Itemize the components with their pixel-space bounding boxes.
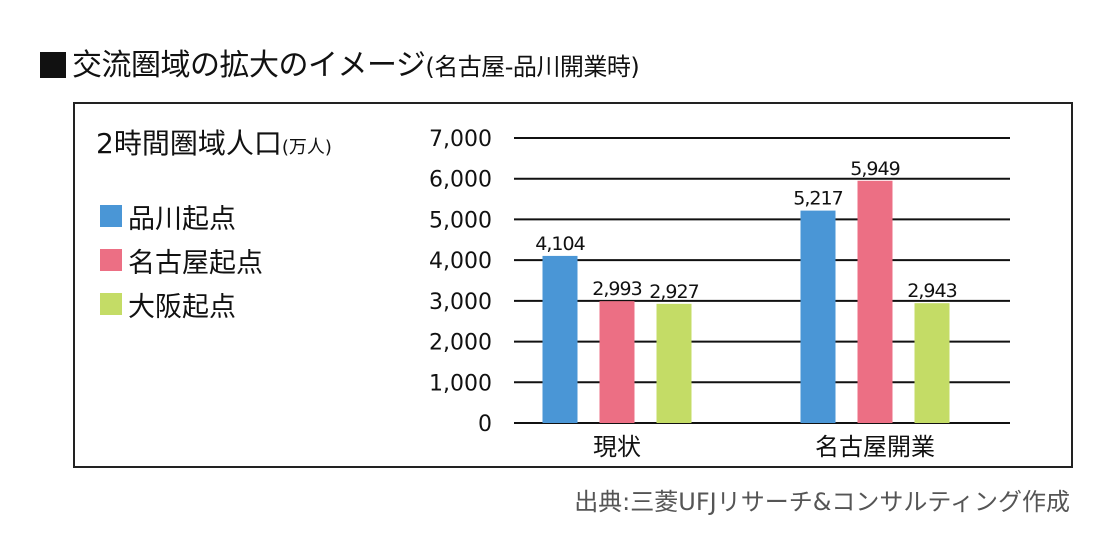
y-tick-label: 0 (478, 412, 492, 437)
legend-label-osaka: 大阪起点 (128, 291, 236, 323)
source-note: 出典:三菱UFJリサーチ&コンサルティング作成 (574, 488, 1070, 516)
legend-swatch-nagoya (100, 249, 122, 271)
data-label: 4,104 (535, 233, 585, 255)
y-tick-label: 2,000 (429, 331, 492, 356)
y-axis-title: 2時間圏域人口(万人) (96, 126, 332, 166)
legend-label-shinagawa: 品川起点 (128, 203, 236, 235)
legend-item-shinagawa: 品川起点 (100, 194, 263, 238)
data-label: 2,943 (907, 280, 956, 302)
data-label: 2,927 (649, 281, 698, 303)
bar (857, 180, 893, 423)
y-tick-label: 7,000 (429, 127, 492, 152)
y-tick-label: 5,000 (429, 208, 492, 233)
y-tick-label: 6,000 (429, 168, 492, 193)
bar (656, 303, 692, 423)
y-axis-label: 2時間圏域人口 (96, 127, 282, 160)
data-label: 2,993 (592, 278, 641, 300)
x-tick-label: 名古屋開業 (815, 433, 935, 461)
bar (599, 301, 635, 423)
chart-panel (73, 102, 1073, 468)
chart-title: 交流圏域の拡大のイメージ(名古屋-品川開業時) (40, 46, 640, 87)
y-tick-label: 1,000 (429, 371, 492, 396)
y-tick-label: 3,000 (429, 290, 492, 315)
square-bullet-icon (40, 52, 66, 78)
legend-label-nagoya: 名古屋起点 (128, 247, 263, 279)
bar (914, 303, 950, 423)
x-tick-label: 現状 (593, 433, 641, 461)
legend: 品川起点 名古屋起点 大阪起点 (100, 194, 263, 326)
legend-swatch-shinagawa (100, 205, 122, 227)
title-main: 交流圏域の拡大のイメージ (72, 48, 426, 83)
bar (800, 210, 836, 423)
data-label: 5,949 (850, 158, 899, 180)
data-label: 5,217 (793, 188, 842, 210)
y-axis-unit: (万人) (281, 137, 332, 158)
y-tick-label: 4,000 (429, 249, 492, 274)
legend-swatch-osaka (100, 293, 122, 315)
title-sub: (名古屋-品川開業時) (425, 53, 640, 81)
legend-item-nagoya: 名古屋起点 (100, 238, 263, 282)
bar (542, 255, 578, 423)
legend-item-osaka: 大阪起点 (100, 282, 263, 326)
